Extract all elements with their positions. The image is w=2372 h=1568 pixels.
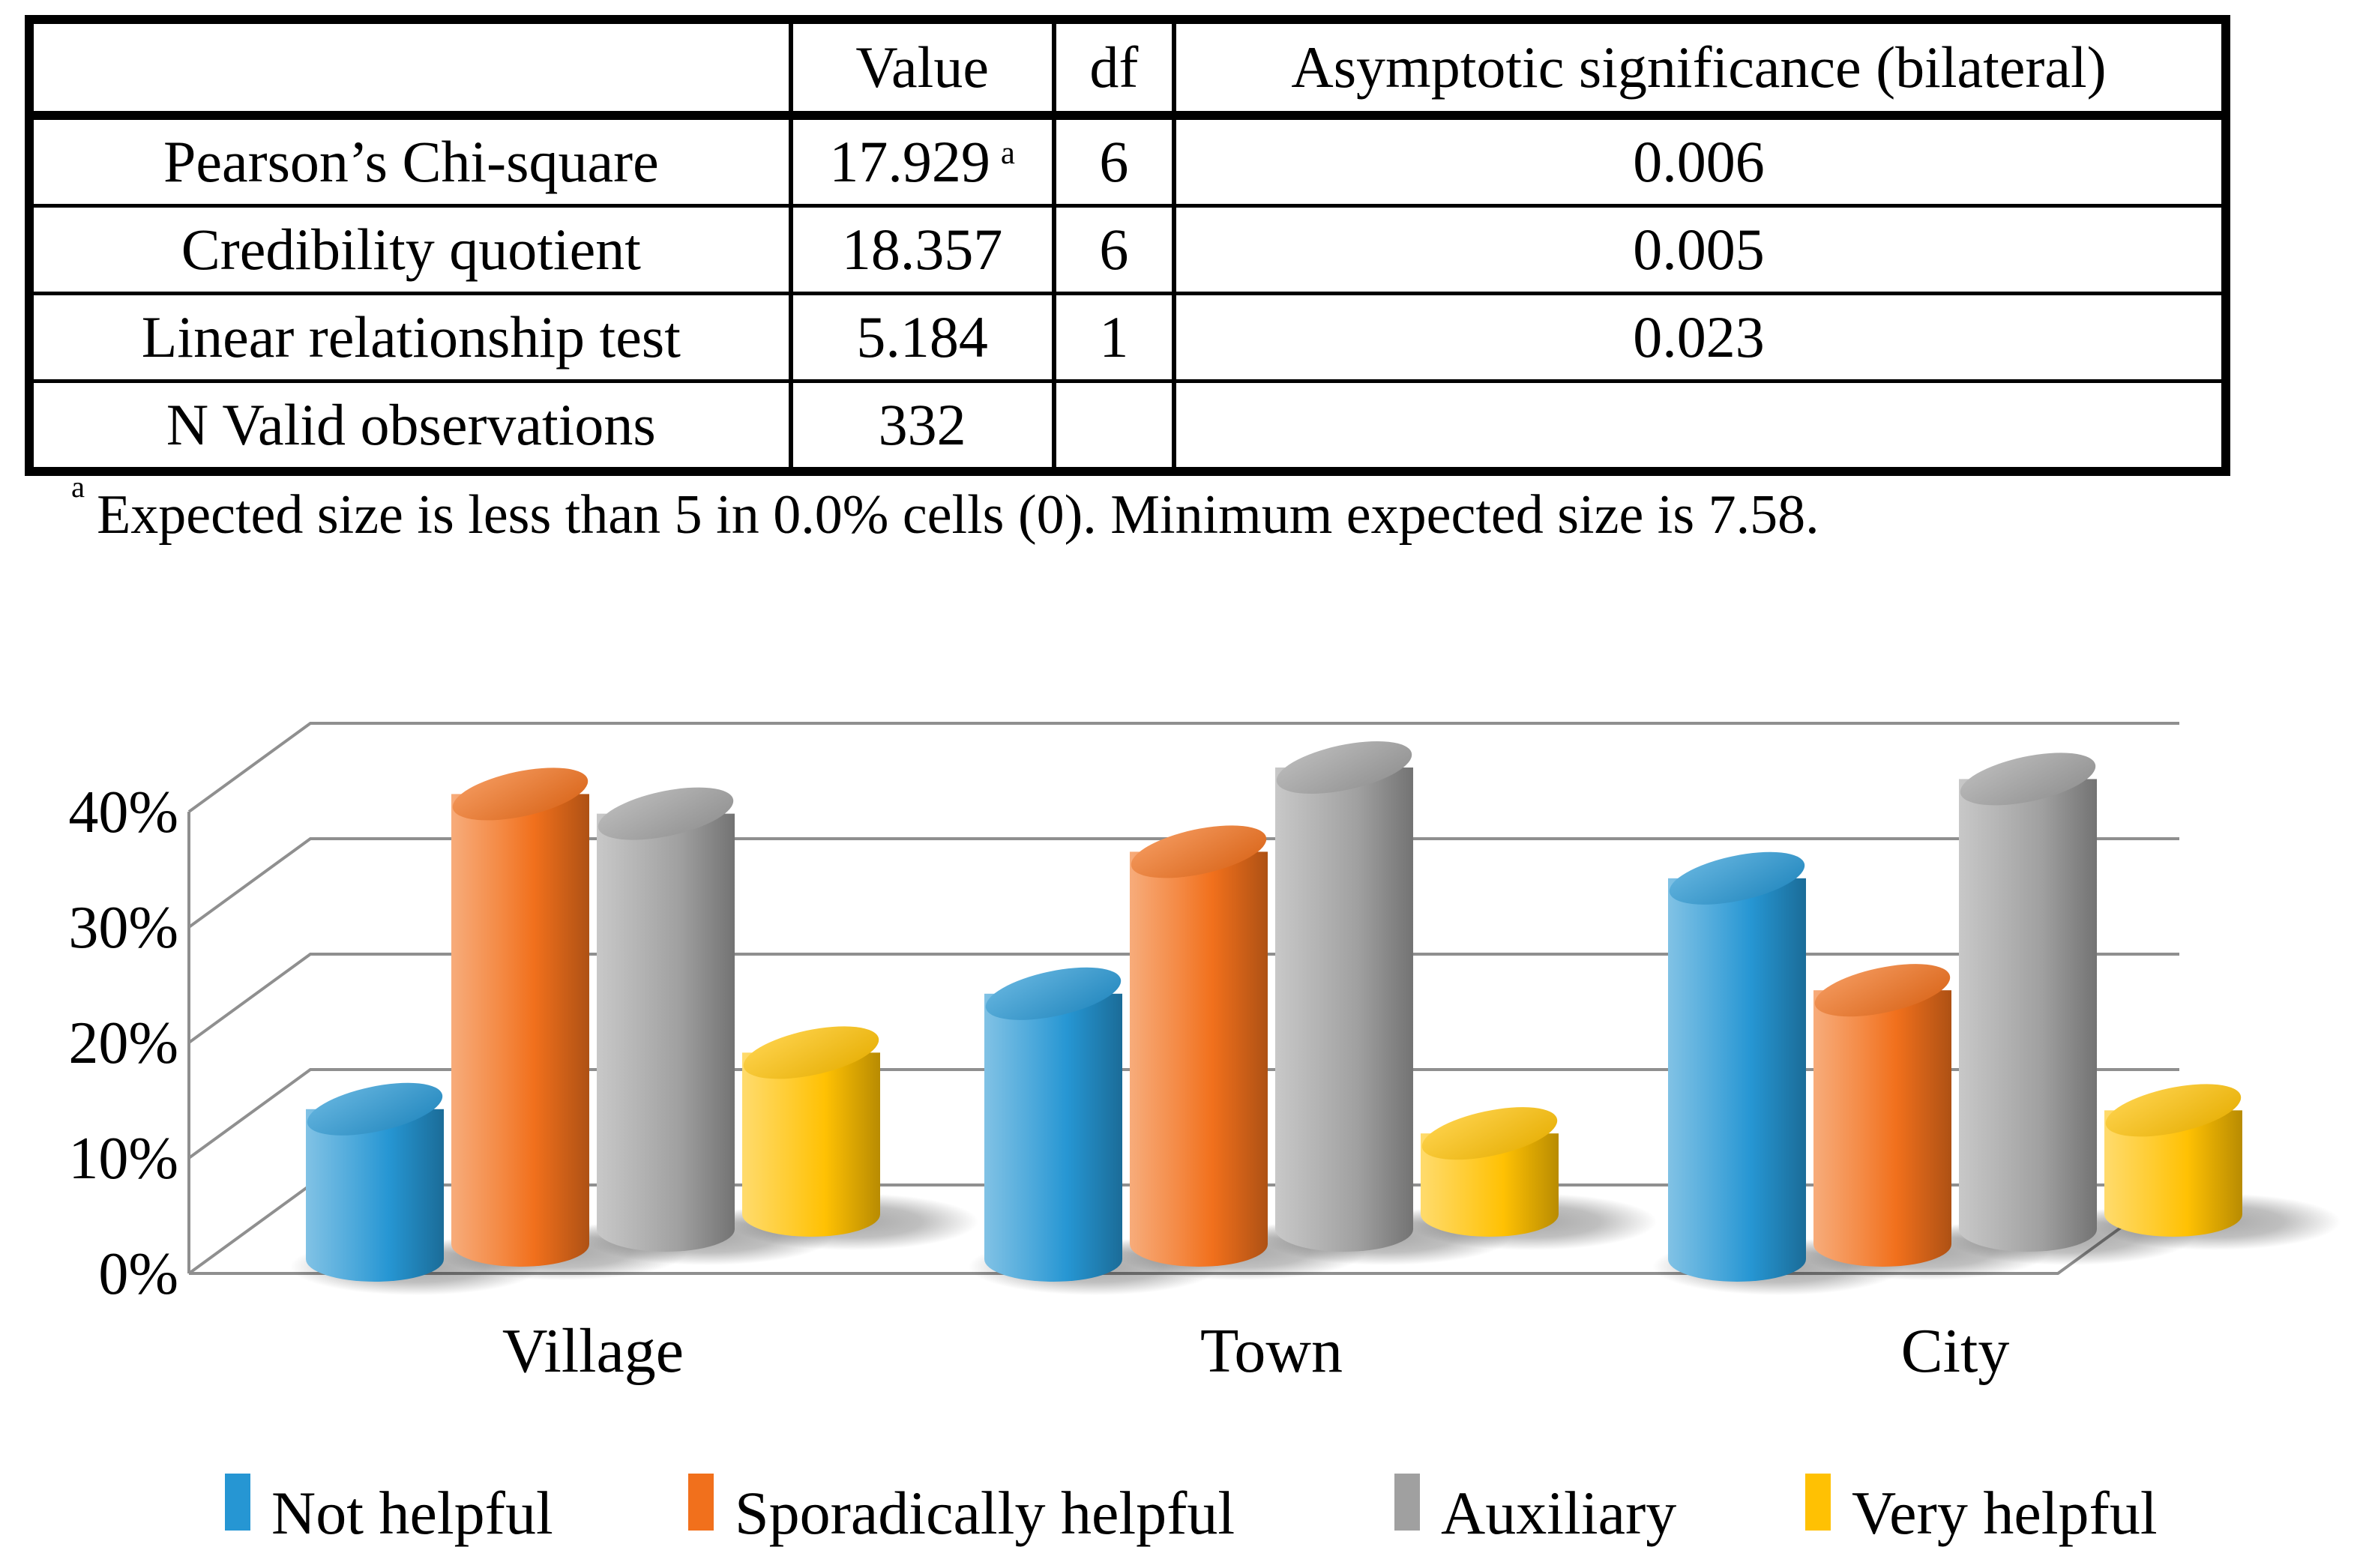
cylinder-Town-auxiliary: [1275, 741, 1413, 1252]
legend-swatch-very-helpful: [1805, 1474, 1831, 1531]
footnote-marker: a: [71, 469, 85, 504]
legend-swatch-auxiliary: [1394, 1474, 1420, 1531]
category-label-town: Town: [1200, 1316, 1343, 1386]
table-footnote: a Expected size is less than 5 in 0.0% ce…: [71, 470, 1819, 547]
table-body: Pearson’s Chi-square 17.929 a 6 0.006 Credibi…: [27, 113, 2228, 474]
gridline-30: [187, 837, 2179, 929]
chart-y-axis-labels: 0% 10% 20% 30% 40%: [68, 780, 178, 1307]
table-row-0: Pearson’s Chi-square 17.929 a 6 0.006: [27, 113, 2228, 208]
category-label-city: City: [1901, 1316, 2010, 1386]
y-axis-label-10: 10%: [68, 1126, 178, 1192]
cylinder-Village-very-helpful: [742, 1026, 880, 1237]
table-row-2: Linear relationship test 5.184 1 0.023: [27, 292, 2228, 383]
cylinder-City-very-helpful: [2104, 1084, 2242, 1237]
gridline-20: [187, 953, 2179, 1044]
legend-swatch-not-helpful: [225, 1474, 250, 1531]
legend-swatch-sporadically-helpful: [688, 1474, 714, 1531]
row-significance: 0.006: [1172, 113, 2228, 208]
row-value: 17.929 a: [788, 113, 1056, 208]
cylinder-Village-sporadically-helpful: [451, 768, 589, 1267]
table-row-1: Credibility quotient 18.357 6 0.005: [27, 204, 2228, 295]
chi-square-table: Value df Asymptotic significance (bilatera…: [25, 15, 2230, 476]
table-header-cell-2: df: [1051, 17, 1177, 120]
category-label-village: Village: [502, 1316, 684, 1386]
y-axis-label-30: 30%: [68, 895, 178, 961]
value-superscript: a: [1000, 136, 1015, 172]
row-value: 18.357: [788, 204, 1056, 295]
bar-chart: 0% 10% 20% 30% 40% Village Town City Not helpf…: [68, 722, 2341, 1547]
row-df: 1: [1051, 292, 1177, 383]
y-axis-label-20: 20%: [68, 1010, 178, 1076]
cylinder-Village-not-helpful: [306, 1082, 444, 1282]
chart-legend: Not helpful Sporadically helpful Auxiliary…: [225, 1474, 2158, 1547]
row-value: 5.184: [788, 292, 1056, 383]
cylinder-Town-sporadically-helpful: [1130, 825, 1268, 1267]
row-df: 6: [1051, 204, 1177, 295]
row-label: Pearson’s Chi-square: [27, 113, 793, 208]
cylinder-Town-not-helpful: [984, 967, 1122, 1282]
row-label: Linear relationship test: [27, 292, 793, 383]
chart-category-labels: Village Town City: [502, 1316, 2009, 1386]
cylinder-City-not-helpful: [1668, 851, 1806, 1282]
legend-label-sporadically-helpful: Sporadically helpful: [735, 1479, 1235, 1547]
row-df: [1051, 379, 1177, 474]
chart-cylinders: [306, 741, 2242, 1282]
row-value: 332: [788, 379, 1056, 474]
cylinder-Village-auxiliary: [597, 787, 735, 1252]
row-label: N Valid observations: [27, 379, 793, 474]
gridline-40: [187, 722, 2179, 813]
row-significance: 0.023: [1172, 292, 2228, 383]
footnote-text: Expected size is less than 5 in 0.0% cel…: [97, 484, 1819, 546]
table-header-cell-0: [27, 17, 793, 120]
legend-label-auxiliary: Auxiliary: [1441, 1479, 1676, 1547]
table-row-3: N Valid observations 332: [27, 379, 2228, 474]
chart-wireframe: [187, 722, 2181, 1275]
cylinder-City-sporadically-helpful: [1813, 964, 1951, 1267]
legend-label-very-helpful: Very helpful: [1852, 1479, 2158, 1547]
gridline-10: [187, 1068, 2179, 1160]
legend-label-not-helpful: Not helpful: [271, 1479, 553, 1547]
y-axis-label-0: 0%: [98, 1241, 178, 1307]
cylinder-Town-very-helpful: [1421, 1107, 1559, 1237]
row-df: 6: [1051, 113, 1177, 208]
y-axis-label-40: 40%: [68, 780, 178, 845]
table-header-row: Value df Asymptotic significance (bilatera…: [27, 17, 2228, 120]
cylinder-City-auxiliary: [1959, 753, 2097, 1252]
table-header-cell-3: Asymptotic significance (bilateral): [1172, 17, 2228, 120]
row-label: Credibility quotient: [27, 204, 793, 295]
table-header-cell-1: Value: [788, 17, 1056, 120]
row-significance: [1172, 379, 2228, 474]
row-significance: 0.005: [1172, 204, 2228, 295]
